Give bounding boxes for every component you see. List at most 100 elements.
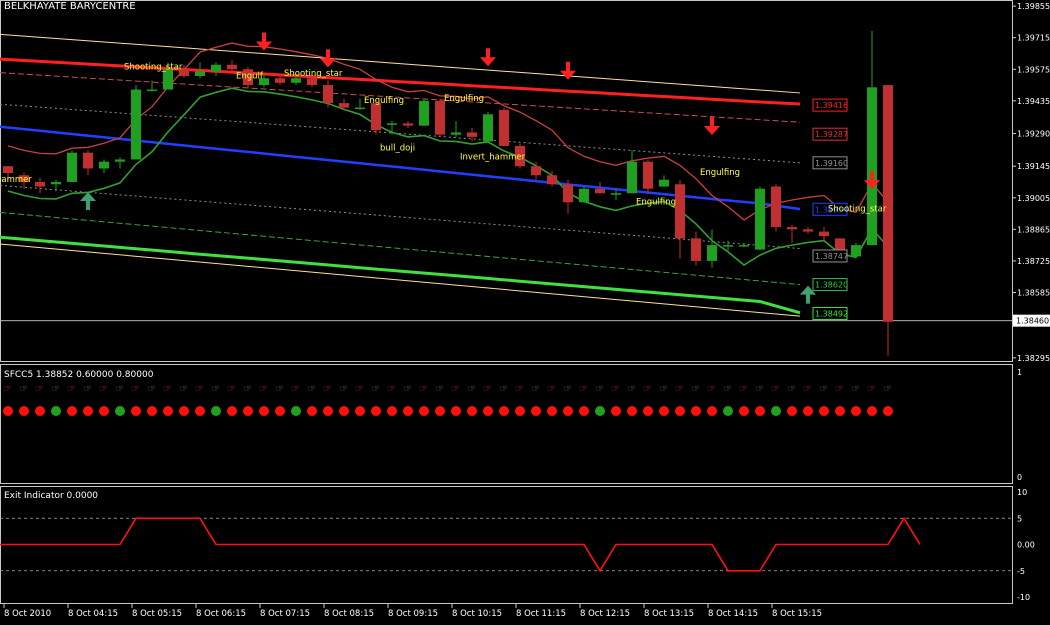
candle-body	[467, 132, 477, 137]
sfcc5-label: SFCC5 1.38852 0.60000 0.80000	[4, 370, 154, 380]
sfcc5-red-dot	[179, 406, 189, 416]
price-level-label: 1.38620	[815, 281, 848, 290]
sfcc5-hand-icon: ☞	[483, 384, 492, 395]
sfcc5-red-dot	[387, 406, 397, 416]
sfcc5-hand-icon: ☞	[451, 384, 460, 395]
time-tick-label: 8 Oct 10:15	[452, 609, 502, 619]
sfcc5-red-dot	[323, 406, 333, 416]
candle-body	[147, 89, 157, 92]
price-level-box	[812, 278, 848, 292]
price-level-label: 1.38954	[815, 205, 848, 214]
sfcc5-red-dot	[531, 406, 541, 416]
sfcc5-red-dot	[659, 406, 669, 416]
sfcc5-red-dot	[259, 406, 269, 416]
price-tick-label: 1.39290	[1017, 130, 1050, 139]
sfcc5-red-dot	[275, 406, 285, 416]
sfcc5-red-dot	[147, 406, 157, 416]
price-tick-label: 1.38725	[1017, 257, 1050, 266]
exit-indicator-label: Exit Indicator 0.0000	[4, 491, 98, 501]
sfcc5-hand-icon: ☞	[147, 384, 156, 395]
candle-body	[515, 145, 525, 167]
sfcc5-hand-icon: ☞	[179, 384, 188, 395]
candle-body	[3, 166, 13, 173]
price-panel: 1.39416 1.39287 1.39160 1.38954 1.38747 1.386…	[0, 30, 1012, 356]
price-tick-label: 1.38585	[1017, 288, 1050, 297]
sfcc5-hand-icon: ☞	[563, 384, 572, 395]
channel-line	[0, 184, 801, 250]
candle-body	[163, 69, 173, 90]
sfcc5-hand-icon: ☞	[403, 384, 412, 395]
candle-body	[211, 64, 221, 72]
candle-body	[83, 152, 93, 169]
candle-body	[227, 64, 237, 70]
pattern-label: Engulfing	[444, 94, 484, 104]
sfcc5-hand-icon: ☞	[195, 384, 204, 395]
sfcc5-hand-icon: ☞	[627, 384, 636, 395]
candle-body	[803, 229, 813, 232]
barycentre-series-line	[0, 57, 801, 106]
candle-body	[131, 89, 141, 160]
sfcc5-red-dot	[611, 406, 621, 416]
candle-body	[275, 78, 285, 83]
price-level-box	[812, 249, 848, 263]
sfcc5-red-dot	[435, 406, 445, 416]
sfcc5-red-dot	[163, 406, 173, 416]
buy-arrow-icon	[800, 285, 816, 304]
candle-body	[627, 161, 637, 194]
sfcc5-red-dot	[403, 406, 413, 416]
sfcc5-hand-icon: ☞	[739, 384, 748, 395]
sfcc-panel-frame	[0, 364, 1013, 484]
sfcc5-red-dot	[419, 406, 429, 416]
candle-body	[451, 132, 461, 135]
sfcc5-red-dot	[563, 406, 573, 416]
sfcc5-hand-icon: ☞	[883, 384, 892, 395]
sfcc5-red-dot	[307, 406, 317, 416]
sfcc5-hand-icon: ☞	[115, 384, 124, 395]
sfcc5-hand-icon: ☞	[499, 384, 508, 395]
sfcc5-hand-icon: ☞	[211, 384, 220, 395]
candle-body	[371, 103, 381, 131]
sfcc5-red-dot	[803, 406, 813, 416]
sfcc5-hand-icon: ☞	[51, 384, 60, 395]
candle-body	[755, 188, 765, 250]
sfcc5-hand-icon: ☞	[339, 384, 348, 395]
exit-indicator-line	[0, 516, 921, 573]
candle-body	[883, 85, 893, 322]
sfcc5-hand-icon: ☞	[851, 384, 860, 395]
pattern-label: Engulf	[236, 71, 264, 81]
candle-body	[611, 193, 621, 195]
sfcc5-hand-icon: ☞	[547, 384, 556, 395]
time-tick-label: 8 Oct 12:15	[580, 609, 630, 619]
sell-arrow-icon	[560, 61, 576, 80]
price-level-box	[812, 98, 848, 112]
sfcc5-hand-icon: ☞	[531, 384, 540, 395]
pattern-label: Engulfing	[364, 96, 404, 106]
main-panel-frame	[0, 0, 1013, 362]
candle-body	[739, 245, 749, 247]
sfcc5-red-dot	[739, 406, 749, 416]
sfcc5-hand-icon: ☞	[163, 384, 172, 395]
price-tick-label: 1.39005	[1017, 194, 1050, 203]
exit-tick-label: 5	[1017, 514, 1022, 523]
candle-body	[547, 175, 557, 185]
lower-envelope-line	[7, 87, 889, 266]
sfcc5-red-dot	[643, 406, 653, 416]
candle-body	[115, 159, 125, 162]
candle-body	[243, 69, 253, 86]
sfcc5-hand-icon: ☞	[275, 384, 284, 395]
time-tick-label: 8 Oct 04:15	[68, 609, 118, 619]
sfcc5-red-dot	[83, 406, 93, 416]
candle-body	[291, 78, 301, 83]
sfcc5-tick-label: 0	[1017, 473, 1022, 482]
price-tick-label: 1.39715	[1017, 34, 1050, 43]
pattern-label: Shooting_star	[284, 69, 343, 79]
sfcc5-hand-icon: ☞	[67, 384, 76, 395]
sfcc5-red-dot	[627, 406, 637, 416]
candle-body	[19, 175, 29, 182]
candle-body	[35, 182, 45, 187]
time-tick-label: 8 Oct 14:15	[708, 609, 758, 619]
sfcc5-hand-icon: ☞	[707, 384, 716, 395]
sfcc5-hand-icon: ☞	[819, 384, 828, 395]
price-level-box	[812, 127, 848, 141]
